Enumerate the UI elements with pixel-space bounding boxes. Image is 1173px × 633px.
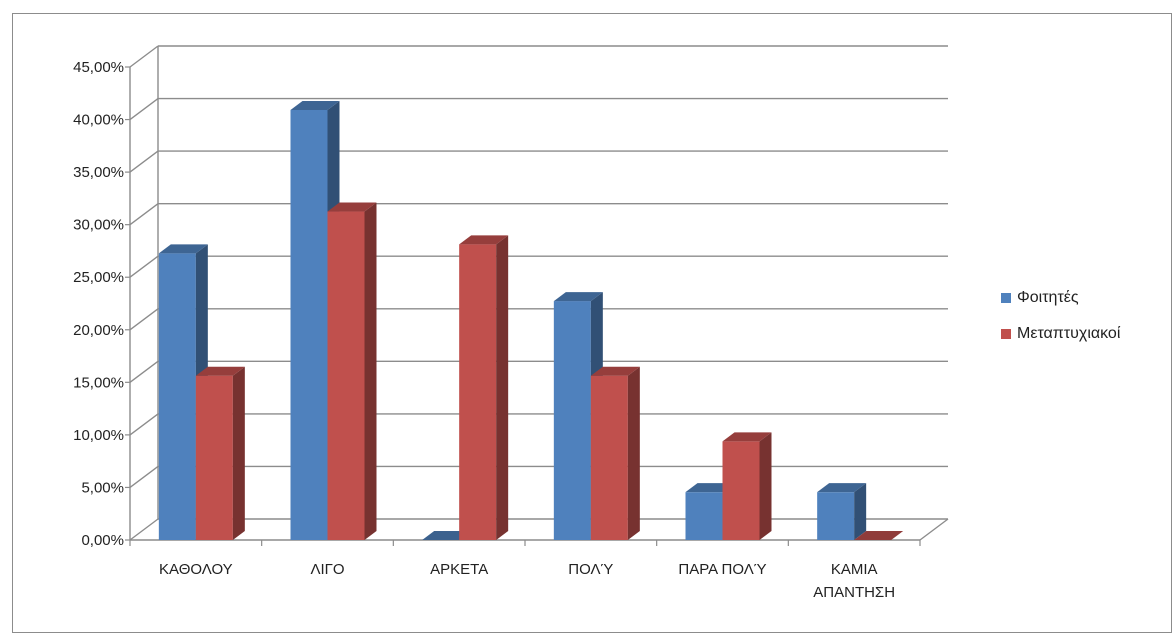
- gridline-diagonal-7: [129, 150, 159, 173]
- bar-top-1-1: [290, 100, 340, 110]
- legend-item-series-1: Φοιτητές: [1001, 285, 1120, 311]
- bar-zero-2-5: [854, 531, 904, 540]
- bar-side-2-0: [232, 366, 245, 540]
- bar-front-2-0: [195, 375, 233, 540]
- y-tick-label-9: 45,00%: [73, 59, 124, 76]
- bar-layer: [158, 100, 904, 540]
- category-label-1: ΛΙΓΟ: [310, 561, 344, 578]
- bar-top-2-2: [459, 235, 509, 245]
- y-tick-label-0: 0,00%: [81, 532, 124, 549]
- bar-top-1-0: [158, 244, 208, 254]
- category-label-3: ΠΟΛΎ: [568, 561, 613, 578]
- y-tick-label-4: 20,00%: [73, 322, 124, 339]
- bar-front-1-1: [290, 109, 328, 540]
- gridline-diagonal-6: [129, 203, 159, 226]
- bar-2-0: [195, 366, 245, 540]
- bar-top-1-3: [553, 292, 603, 302]
- bar-front-1-3: [553, 301, 591, 540]
- y-tick-label-7: 35,00%: [73, 164, 124, 181]
- bar-2-2: [459, 235, 509, 540]
- bar-top-1-5: [817, 483, 867, 493]
- floor-right-edge: [919, 518, 949, 541]
- y-tick-label-6: 30,00%: [73, 217, 124, 234]
- category-label-2: ΑΡΚΕΤΑ: [430, 561, 488, 578]
- bar-zero-1-2: [422, 531, 472, 540]
- bar-side-2-1: [364, 202, 377, 540]
- legend: Φοιτητές Μεταπτυχιακοί: [1001, 285, 1120, 357]
- bar-front-2-2: [459, 244, 497, 540]
- legend-swatch-series-1: [1001, 293, 1011, 303]
- bar-side-2-2: [496, 235, 509, 540]
- bar-2-3: [590, 366, 640, 540]
- legend-label-series-2: Μεταπτυχιακοί: [1017, 325, 1121, 342]
- category-label-4: ΠΑΡΑ ΠΟΛΎ: [678, 561, 766, 578]
- bar-side-1-5: [854, 483, 867, 540]
- category-label-0: ΚΑΘΟΛΟΥ: [159, 561, 233, 578]
- gridline-diagonal-2: [129, 413, 159, 436]
- bar-2-4: [722, 432, 772, 540]
- category-label-5-line-0: ΚΑΜΙΑ: [831, 561, 878, 578]
- bar-1-2: [422, 531, 472, 540]
- label-layer: 0,00% 5,00% 10,00% 15,00% 20,00% 25,00% 30,00%…: [73, 59, 895, 601]
- bar-top-2-4: [722, 432, 772, 442]
- y-tick-label-2: 10,00%: [73, 427, 124, 444]
- y-tick-label-3: 15,00%: [73, 374, 124, 391]
- bar-front-1-5: [817, 492, 855, 540]
- bar-top-1-4: [685, 483, 735, 493]
- y-tick-label-1: 5,00%: [81, 479, 124, 496]
- legend-swatch-series-2: [1001, 329, 1011, 339]
- y-tick-label-5: 25,00%: [73, 269, 124, 286]
- bar-top-2-0: [195, 366, 245, 376]
- gridline-diagonal-3: [129, 360, 159, 383]
- bar-front-2-3: [590, 375, 628, 540]
- bar-front-1-4: [685, 492, 723, 540]
- y-tick-label-8: 40,00%: [73, 112, 124, 129]
- gridline-diagonal-9: [129, 45, 159, 68]
- category-label-5-line-1: ΑΠΑΝΤΗΣΗ: [813, 584, 895, 601]
- bar-2-1: [327, 202, 377, 540]
- gridline-diagonal-1: [129, 465, 159, 489]
- gridline-diagonal-0: [129, 518, 159, 541]
- legend-label-series-1: Φοιτητές: [1017, 289, 1079, 306]
- gridline-diagonal-5: [129, 255, 159, 278]
- bar-2-5: [854, 531, 904, 540]
- axis-layer: [125, 46, 949, 546]
- bar-top-2-3: [590, 366, 640, 376]
- bar-front-2-4: [722, 441, 760, 540]
- bar-front-2-1: [327, 211, 365, 540]
- gridline-diagonal-8: [129, 97, 159, 121]
- bar-top-2-1: [327, 202, 377, 212]
- bar-side-2-3: [627, 366, 640, 540]
- bar-1-5: [817, 483, 867, 540]
- bar-front-1-0: [158, 253, 196, 540]
- bar-side-2-4: [759, 432, 772, 540]
- gridline-diagonal-4: [129, 308, 159, 331]
- legend-item-series-2: Μεταπτυχιακοί: [1001, 321, 1120, 347]
- grid-layer: [129, 45, 948, 541]
